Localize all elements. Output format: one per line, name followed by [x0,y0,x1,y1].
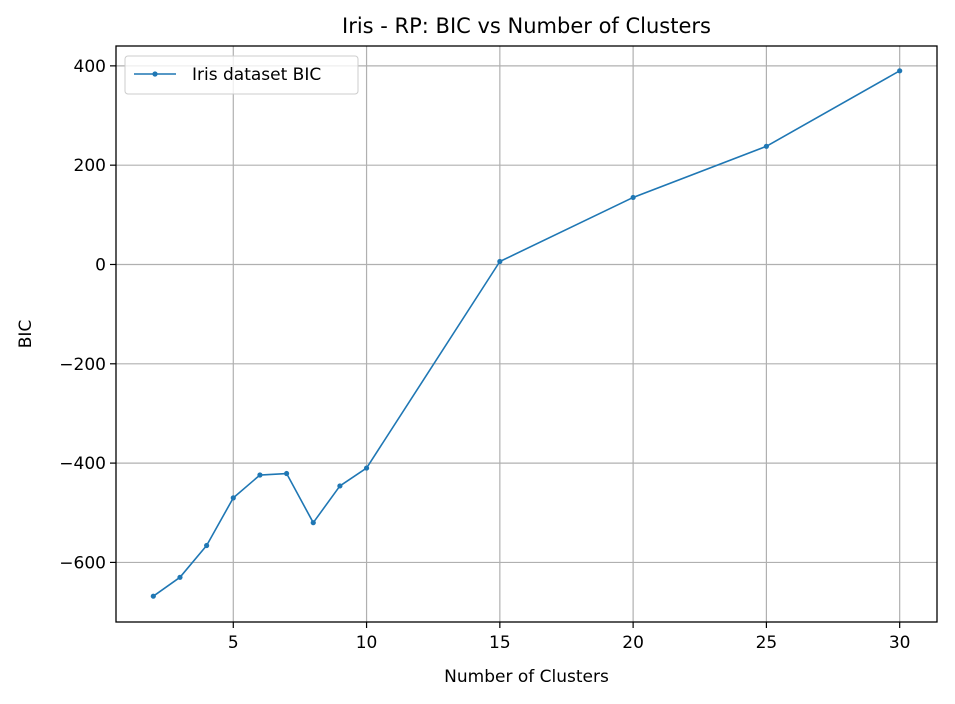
x-tick-label: 5 [228,633,239,653]
data-point [363,465,370,471]
data-point [337,483,343,489]
legend-series-label: Iris dataset BIC [192,65,321,85]
legend: Iris dataset BIC [124,55,359,95]
y-tick-label: 200 [74,156,106,176]
y-axis-label: BIC [16,320,36,349]
x-tick-label: 10 [356,633,378,653]
data-point [204,542,210,549]
data-point [897,68,903,74]
x-axis-label: Number of Clusters [444,667,609,687]
data-point [763,143,770,149]
y-tick-label: 0 [95,255,106,275]
x-tick-label: 30 [889,633,911,653]
data-point [177,574,183,580]
data-point [150,593,156,599]
data-point [310,520,316,526]
legend-box [124,55,359,95]
y-tick-label: −600 [59,553,106,573]
legend-series-marker [152,71,158,77]
y-tick-label: 400 [74,57,106,77]
plot-data [150,68,903,599]
chart-title: Iris - RP: BIC vs Number of Clusters [342,14,711,38]
x-tick-label: 25 [756,633,778,653]
x-tick-label: 15 [489,633,511,653]
plot-frame [115,45,938,623]
y-tick-label: −200 [59,355,106,375]
y-tick-label: −400 [59,454,106,474]
axis-ticks: 5 10 15 20 25 30 −600 −400 −200 0 200 400 [59,57,910,653]
data-point [497,258,503,265]
x-tick-label: 20 [622,633,644,653]
data-point [630,194,636,201]
data-point [230,495,236,501]
data-point [283,470,290,477]
data-point [257,472,263,478]
